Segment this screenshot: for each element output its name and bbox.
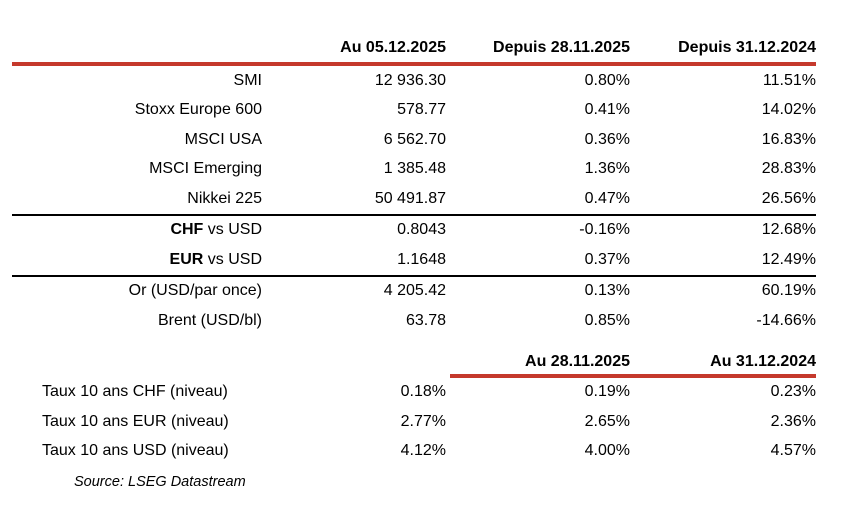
header-au-05-12-2025: Au 05.12.2025	[340, 39, 446, 56]
row-label: Or (USD/par once)	[128, 282, 262, 300]
currency-code: CHF	[170, 221, 204, 239]
change-week-value: 0.41%	[584, 101, 630, 119]
row-label: Nikkei 225	[187, 189, 262, 207]
change-ytd-value: 26.56%	[761, 189, 816, 207]
row-label: Brent (USD/bl)	[157, 311, 262, 329]
currency-pair-suffix: vs USD	[203, 250, 262, 268]
change-ytd-value: 12.68%	[761, 221, 816, 239]
rate-prev-year-value: 4.57%	[770, 442, 816, 460]
rate-prev-year-value: 0.23%	[770, 383, 816, 401]
rates-header-row: Au 28.11.2025 Au 31.12.2024	[12, 336, 816, 374]
rates-header-red-rule	[450, 373, 816, 378]
level-value: 50 491.87	[374, 189, 446, 207]
change-ytd-value: 12.49%	[761, 250, 816, 268]
markets-header-row: Au 05.12.2025 Depuis 28.11.2025 Depuis 3…	[12, 30, 816, 60]
change-week-value: 0.47%	[584, 189, 630, 207]
table-row-rate-usd: Taux 10 ans USD (niveau) 4.12% 4.00% 4.5…	[12, 437, 816, 467]
change-week-value: 0.80%	[584, 71, 630, 89]
change-ytd-value: 16.83%	[761, 130, 816, 148]
currency-pair-suffix: vs USD	[203, 221, 262, 239]
table-row-smi: SMI 12 936.30 0.80% 11.51%	[12, 66, 816, 96]
level-value: 12 936.30	[374, 71, 446, 89]
level-value: 1.1648	[397, 250, 446, 268]
change-week-value: 1.36%	[584, 160, 630, 178]
level-value: 63.78	[405, 311, 446, 329]
change-week-value: 0.85%	[584, 311, 630, 329]
row-label: MSCI Emerging	[149, 160, 262, 178]
header-au-31-12-2024: Au 31.12.2024	[710, 352, 816, 370]
header-depuis-28-11-2025: Depuis 28.11.2025	[493, 39, 630, 56]
markets-table: Au 05.12.2025 Depuis 28.11.2025 Depuis 3…	[12, 30, 816, 496]
level-value: 578.77	[397, 101, 446, 119]
change-week-value: 0.36%	[584, 130, 630, 148]
level-value: 1 385.48	[383, 160, 446, 178]
row-label: Taux 10 ans EUR (niveau)	[42, 412, 229, 430]
level-value: 0.8043	[397, 221, 446, 239]
row-label: Taux 10 ans CHF (niveau)	[42, 383, 228, 401]
header-au-28-11-2025: Au 28.11.2025	[525, 352, 630, 370]
level-value: 6 562.70	[383, 130, 446, 148]
table-row-gold: Or (USD/par once) 4 205.42 0.13% 60.19%	[12, 277, 816, 307]
row-label: CHF vs USD	[12, 221, 262, 239]
table-row-eur-usd: EUR vs USD 1.1648 0.37% 12.49%	[12, 245, 816, 275]
table-row-nikkei: Nikkei 225 50 491.87 0.47% 26.56%	[12, 184, 816, 214]
rate-prev-year-value: 2.36%	[770, 412, 816, 430]
row-label: Taux 10 ans USD (niveau)	[42, 442, 229, 460]
change-ytd-value: 60.19%	[761, 282, 816, 300]
row-label: EUR vs USD	[12, 251, 262, 269]
rate-prev-week-value: 0.19%	[584, 383, 630, 401]
change-week-value: -0.16%	[579, 221, 630, 239]
change-ytd-value: -14.66%	[756, 311, 816, 329]
header-red-rule	[12, 62, 816, 66]
table-row-chf-usd: CHF vs USD 0.8043 -0.16% 12.68%	[12, 216, 816, 246]
table-row-brent: Brent (USD/bl) 63.78 0.85% -14.66%	[12, 306, 816, 336]
change-ytd-value: 28.83%	[761, 160, 816, 178]
rate-current-value: 2.77%	[400, 412, 446, 430]
rate-prev-week-value: 4.00%	[584, 442, 630, 460]
table-row-msci-emerging: MSCI Emerging 1 385.48 1.36% 28.83%	[12, 155, 816, 185]
change-week-value: 0.37%	[584, 250, 630, 268]
header-depuis-31-12-2024: Depuis 31.12.2024	[678, 39, 816, 56]
table-row-msci-usa: MSCI USA 6 562.70 0.36% 16.83%	[12, 125, 816, 155]
table-row-rate-eur: Taux 10 ans EUR (niveau) 2.77% 2.65% 2.3…	[12, 407, 816, 437]
change-ytd-value: 11.51%	[762, 71, 816, 89]
header-empty-cell	[12, 57, 262, 60]
change-week-value: 0.13%	[584, 282, 630, 300]
header-empty-cell	[12, 371, 262, 374]
row-label: MSCI USA	[184, 130, 262, 148]
change-ytd-value: 14.02%	[761, 101, 816, 119]
rate-current-value: 0.18%	[400, 383, 446, 401]
rate-current-value: 4.12%	[400, 442, 446, 460]
header-empty-cell	[262, 371, 446, 374]
currency-code: EUR	[169, 250, 204, 268]
rate-prev-week-value: 2.65%	[584, 412, 630, 430]
source-note: Source: LSEG Datastream	[74, 474, 246, 490]
row-label: SMI	[233, 71, 262, 89]
group-separator-rule	[12, 213, 816, 216]
group-separator-rule	[12, 274, 816, 277]
table-row-stoxx: Stoxx Europe 600 578.77 0.41% 14.02%	[12, 96, 816, 126]
table-row-rate-chf: Taux 10 ans CHF (niveau) 0.18% 0.19% 0.2…	[12, 378, 816, 408]
row-label: Stoxx Europe 600	[134, 101, 262, 119]
level-value: 4 205.42	[383, 282, 446, 300]
